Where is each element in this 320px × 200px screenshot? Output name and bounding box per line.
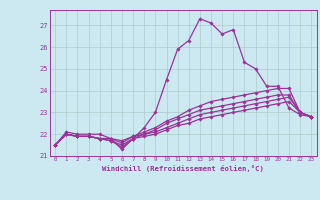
X-axis label: Windchill (Refroidissement éolien,°C): Windchill (Refroidissement éolien,°C): [102, 165, 264, 172]
